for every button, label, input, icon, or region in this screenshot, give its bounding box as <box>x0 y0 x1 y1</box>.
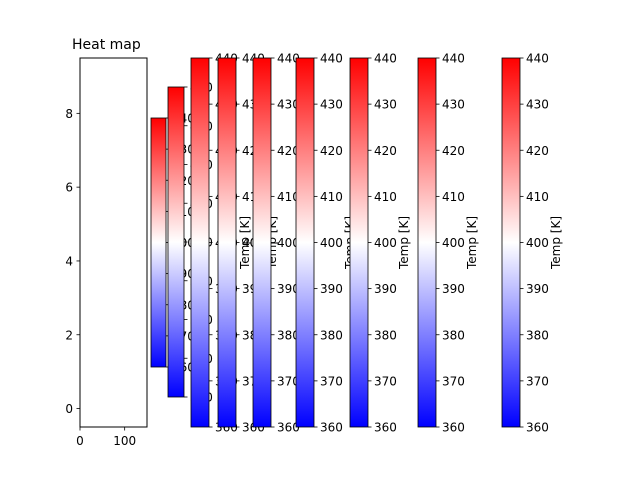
colorbar-tick-label: 380 <box>320 328 343 342</box>
colorbars: 360 370 380 390 400 410 420 430 440 360 370 380 390 4… <box>150 52 563 435</box>
colorbar-tick-label: 430 <box>442 98 465 112</box>
y-tick-label: 8 <box>65 107 73 121</box>
colorbar-gradient <box>217 57 237 428</box>
colorbar-tick-label: 420 <box>442 144 465 158</box>
colorbar-tick-label: 370 <box>526 374 549 388</box>
colorbar-label: Temp [K] <box>465 216 479 270</box>
x-tick-label: 0 <box>76 434 84 448</box>
y-axis: 0 2 4 6 8 <box>65 107 80 416</box>
colorbar-tick-label: 370 <box>374 374 397 388</box>
chart-title: Heat map <box>72 37 141 53</box>
colorbar-tick-label: 360 <box>320 421 343 435</box>
colorbar-gradient <box>190 57 210 428</box>
colorbar-gradient <box>150 117 167 368</box>
colorbar-tick-label: 400 <box>526 236 549 250</box>
colorbar-tick-label: 420 <box>526 144 549 158</box>
colorbar-tick-label: 430 <box>526 98 549 112</box>
colorbar-tick-label: 370 <box>442 374 465 388</box>
colorbar-tick-label: 390 <box>277 282 300 296</box>
colorbar-label: Temp [K] <box>549 216 563 270</box>
y-tick-label: 6 <box>65 181 73 195</box>
colorbar-tick-label: 390 <box>320 282 343 296</box>
colorbar-tick-label: 400 <box>442 236 465 250</box>
colorbar-tick-label: 440 <box>320 52 343 66</box>
colorbar-tick-label: 410 <box>442 190 465 204</box>
colorbar-8: 360 370 380 390 400 410 420 430 440 Temp [K] <box>417 52 479 435</box>
x-axis: 0 100 <box>76 427 136 448</box>
colorbar-tick-label: 400 <box>374 236 397 250</box>
colorbar-tick-label: 420 <box>320 144 343 158</box>
colorbar-tick-label: 390 <box>526 282 549 296</box>
colorbar-tick-label: 400 <box>277 236 300 250</box>
colorbar-gradient <box>417 57 437 428</box>
colorbar-gradient <box>349 57 369 428</box>
colorbar-tick-label: 380 <box>374 328 397 342</box>
colorbar-tick-label: 440 <box>442 52 465 66</box>
colorbar-gradient <box>252 57 272 428</box>
colorbar-tick-label: 410 <box>374 190 397 204</box>
colorbar-label: Temp [K] <box>238 216 252 270</box>
colorbar-tick-label: 430 <box>277 98 300 112</box>
y-tick-label: 0 <box>65 402 73 416</box>
colorbar-tick-label: 410 <box>320 190 343 204</box>
colorbar-tick-label: 360 <box>277 421 300 435</box>
colorbar-tick-label: 380 <box>442 328 465 342</box>
colorbar-label: Temp [K] <box>397 216 411 270</box>
colorbar-tick-label: 420 <box>277 144 300 158</box>
colorbar-tick-label: 420 <box>374 144 397 158</box>
y-tick-label: 4 <box>65 254 73 268</box>
colorbar-9: 360 370 380 390 400 410 420 430 440 Temp [K] <box>501 52 563 435</box>
colorbar-tick-label: 430 <box>320 98 343 112</box>
colorbar-7: 360 370 380 390 400 410 420 430 440 Temp [K] <box>349 52 411 435</box>
y-tick-label: 2 <box>65 328 73 342</box>
colorbar-tick-label: 390 <box>442 282 465 296</box>
colorbar-tick-label: 440 <box>374 52 397 66</box>
x-tick-label: 100 <box>113 434 136 448</box>
colorbar-gradient <box>167 86 185 398</box>
colorbar-tick-label: 360 <box>526 421 549 435</box>
colorbar-tick-label: 440 <box>526 52 549 66</box>
heatmap-axes-frame <box>79 57 148 428</box>
colorbar-tick-label: 410 <box>277 190 300 204</box>
colorbar-tick-label: 410 <box>526 190 549 204</box>
colorbar-gradient <box>295 57 315 428</box>
colorbar-tick-label: 440 <box>277 52 300 66</box>
colorbar-tick-label: 390 <box>374 282 397 296</box>
colorbar-gradient <box>501 57 521 428</box>
colorbar-tick-label: 360 <box>374 421 397 435</box>
colorbar-tick-label: 360 <box>442 421 465 435</box>
colorbar-tick-label: 370 <box>320 374 343 388</box>
colorbar-tick-label: 430 <box>374 98 397 112</box>
colorbar-tick-label: 370 <box>277 374 300 388</box>
colorbar-tick-label: 380 <box>277 328 300 342</box>
colorbar-tick-label: 400 <box>320 236 343 250</box>
colorbar-tick-label: 380 <box>526 328 549 342</box>
